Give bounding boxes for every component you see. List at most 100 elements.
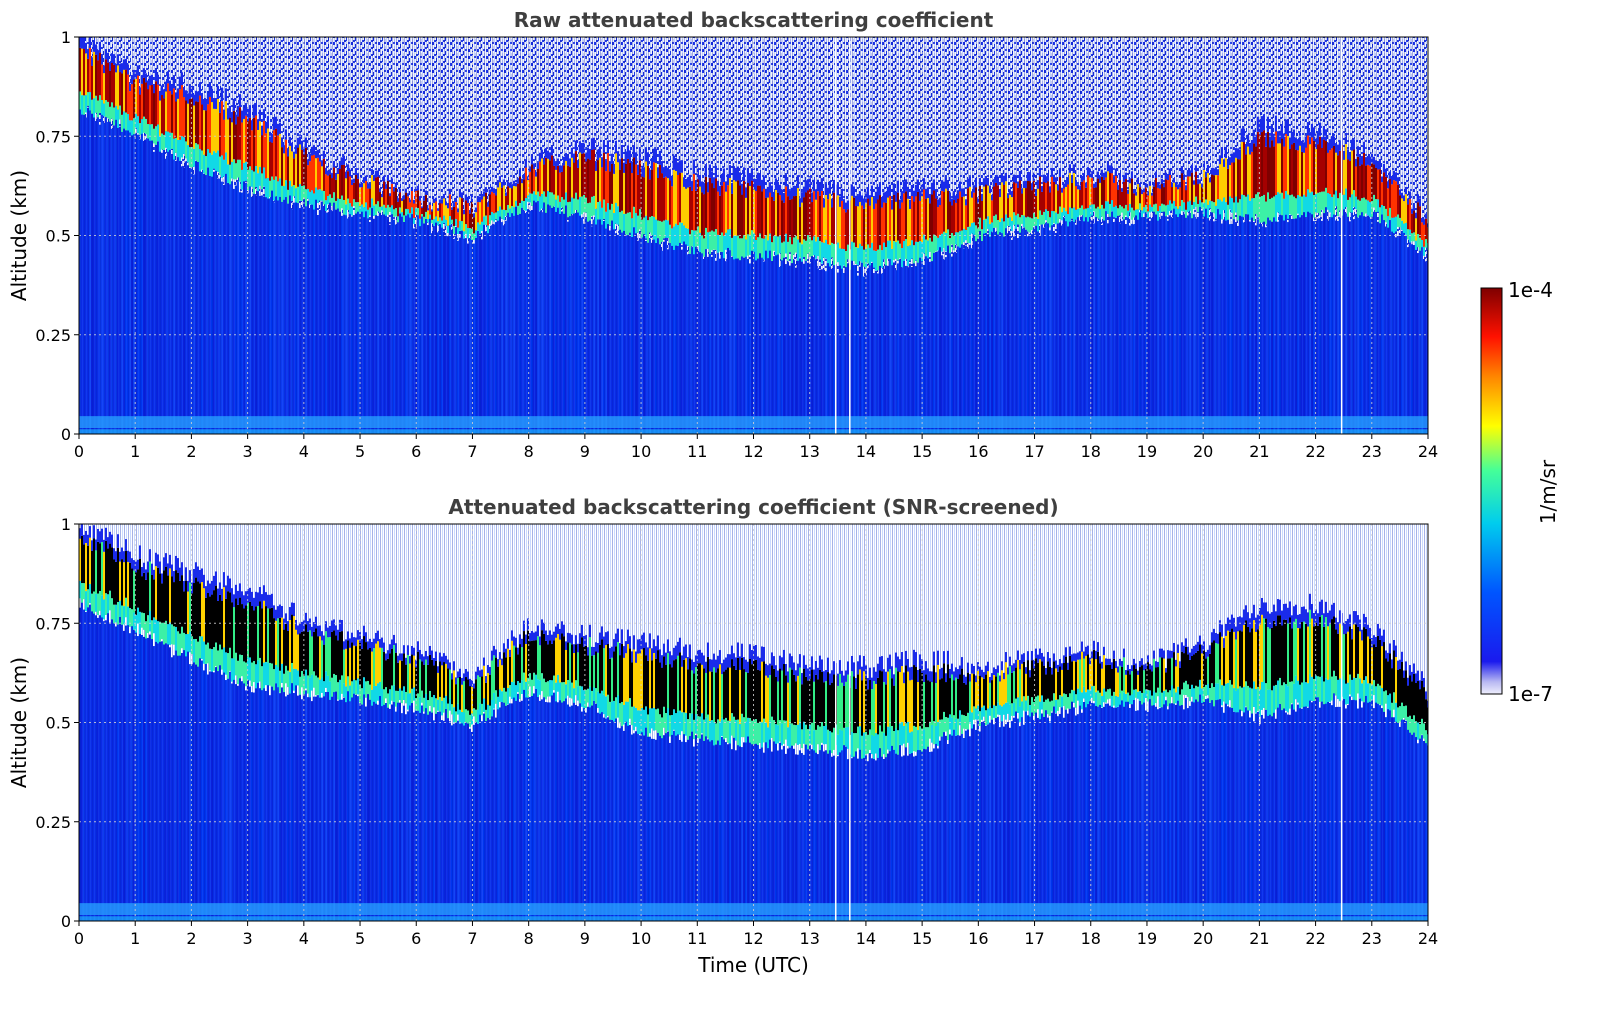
cloud-edge bbox=[1397, 214, 1399, 227]
cloud-core bbox=[1407, 204, 1409, 230]
cloud-edge bbox=[611, 701, 613, 720]
cloud-core bbox=[647, 165, 649, 221]
cloud-edge bbox=[161, 622, 163, 640]
cloud-core bbox=[817, 679, 819, 726]
cloud-top bbox=[579, 141, 581, 153]
cloud-edge bbox=[861, 735, 863, 759]
cloud-top bbox=[307, 159, 309, 166]
cloud-top bbox=[1027, 651, 1029, 661]
cloud-core bbox=[419, 659, 421, 698]
cloud-edge bbox=[1085, 208, 1087, 218]
cloud-core bbox=[755, 191, 757, 240]
cloud-core bbox=[1079, 189, 1081, 208]
cloud-edge bbox=[1099, 208, 1101, 220]
cloud-core bbox=[703, 194, 705, 239]
cloud-edge bbox=[115, 604, 117, 623]
cloud-core bbox=[175, 570, 177, 627]
cloud-edge bbox=[703, 719, 705, 741]
cloud-top bbox=[1397, 177, 1399, 185]
cloud-top bbox=[495, 649, 497, 658]
cloud-core bbox=[527, 180, 529, 196]
cloud-core bbox=[469, 686, 471, 715]
cloud-edge bbox=[1413, 232, 1415, 242]
cloud-top bbox=[673, 647, 675, 661]
cloud-core bbox=[633, 649, 635, 707]
cloud-top bbox=[747, 661, 749, 673]
cloud-top bbox=[1351, 139, 1353, 151]
cloud-edge bbox=[741, 238, 743, 257]
cloud-edge bbox=[1215, 205, 1217, 219]
cloud-core bbox=[521, 647, 523, 681]
cloud-top bbox=[191, 85, 193, 99]
cloud-edge bbox=[1069, 693, 1071, 709]
cloud-edge bbox=[1239, 199, 1241, 216]
cloud-core bbox=[739, 185, 741, 239]
cloud-edge bbox=[1193, 201, 1195, 209]
cloud-top bbox=[87, 534, 89, 546]
cloud-edge bbox=[819, 240, 821, 260]
cloud-core bbox=[1247, 146, 1249, 195]
cloud-core bbox=[765, 198, 767, 236]
cloud-top bbox=[985, 176, 987, 185]
cloud-top bbox=[325, 621, 327, 632]
cloud-edge bbox=[91, 593, 93, 612]
cloud-core bbox=[1147, 195, 1149, 212]
cloud-core bbox=[581, 637, 583, 687]
cloud-edge bbox=[417, 207, 419, 216]
cloud-core bbox=[945, 188, 947, 233]
cloud-top bbox=[279, 604, 281, 618]
cloud-edge bbox=[307, 675, 309, 694]
cloud-core bbox=[907, 671, 909, 722]
cloud-edge bbox=[937, 722, 939, 746]
cloud-core bbox=[359, 187, 361, 207]
cloud-core bbox=[911, 196, 913, 241]
cloud-edge bbox=[1357, 199, 1359, 218]
cloud-edge bbox=[589, 686, 591, 708]
cloud-core bbox=[775, 677, 777, 725]
cloud-core bbox=[831, 207, 833, 243]
cloud-edge bbox=[775, 724, 777, 744]
cloud-edge bbox=[771, 242, 773, 262]
cloud-core bbox=[1131, 178, 1133, 208]
cloud-core bbox=[547, 644, 549, 682]
cloud-edge bbox=[779, 720, 781, 742]
cloud-top bbox=[529, 166, 531, 172]
cloud-core bbox=[1237, 159, 1239, 203]
cloud-top bbox=[191, 582, 193, 594]
cloud-top bbox=[817, 667, 819, 680]
cloud-core bbox=[1127, 193, 1129, 211]
cloud-top bbox=[99, 41, 101, 53]
cloud-core bbox=[969, 681, 971, 712]
cloud-core bbox=[683, 186, 685, 226]
cloud-core bbox=[1085, 187, 1087, 209]
cloud-edge bbox=[661, 221, 663, 242]
cloud-edge bbox=[355, 202, 357, 214]
cloud-core bbox=[1083, 180, 1085, 210]
cloud-top bbox=[115, 63, 117, 73]
cloud-top bbox=[1245, 144, 1247, 155]
cloud-edge bbox=[445, 219, 447, 227]
cloud-top bbox=[741, 183, 743, 195]
cloud-top bbox=[971, 663, 973, 674]
cloud-top bbox=[1275, 115, 1277, 132]
cloud-edge bbox=[1013, 212, 1015, 225]
cloud-top bbox=[819, 655, 821, 670]
cloud-edge bbox=[1327, 193, 1329, 210]
cloud-core bbox=[1413, 210, 1415, 233]
cloud-core bbox=[1123, 181, 1125, 209]
cloud-core bbox=[169, 568, 171, 623]
cloud-top bbox=[869, 195, 871, 206]
cloud-top bbox=[229, 578, 231, 593]
cloud-top bbox=[953, 671, 955, 681]
cloud-edge bbox=[487, 225, 489, 234]
cloud-edge bbox=[463, 712, 465, 726]
cloud-core bbox=[1053, 661, 1055, 694]
cloud-core bbox=[1129, 183, 1131, 204]
cloud-top bbox=[1041, 186, 1043, 192]
cloud-top bbox=[775, 665, 777, 678]
cloud-top bbox=[977, 197, 979, 204]
cloud-top bbox=[157, 74, 159, 85]
cloud-edge bbox=[893, 731, 895, 750]
cloud-edge bbox=[349, 685, 351, 702]
cloud-core bbox=[913, 665, 915, 726]
